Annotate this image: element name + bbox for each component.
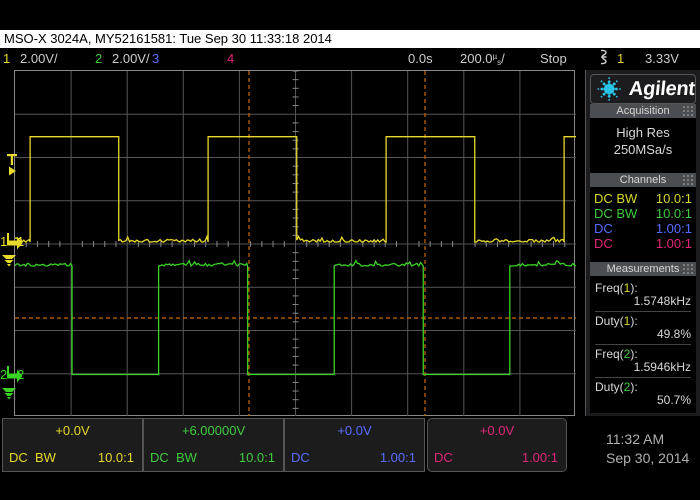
- svg-text:2: 2: [0, 367, 7, 382]
- svg-text:1: 1: [0, 234, 7, 249]
